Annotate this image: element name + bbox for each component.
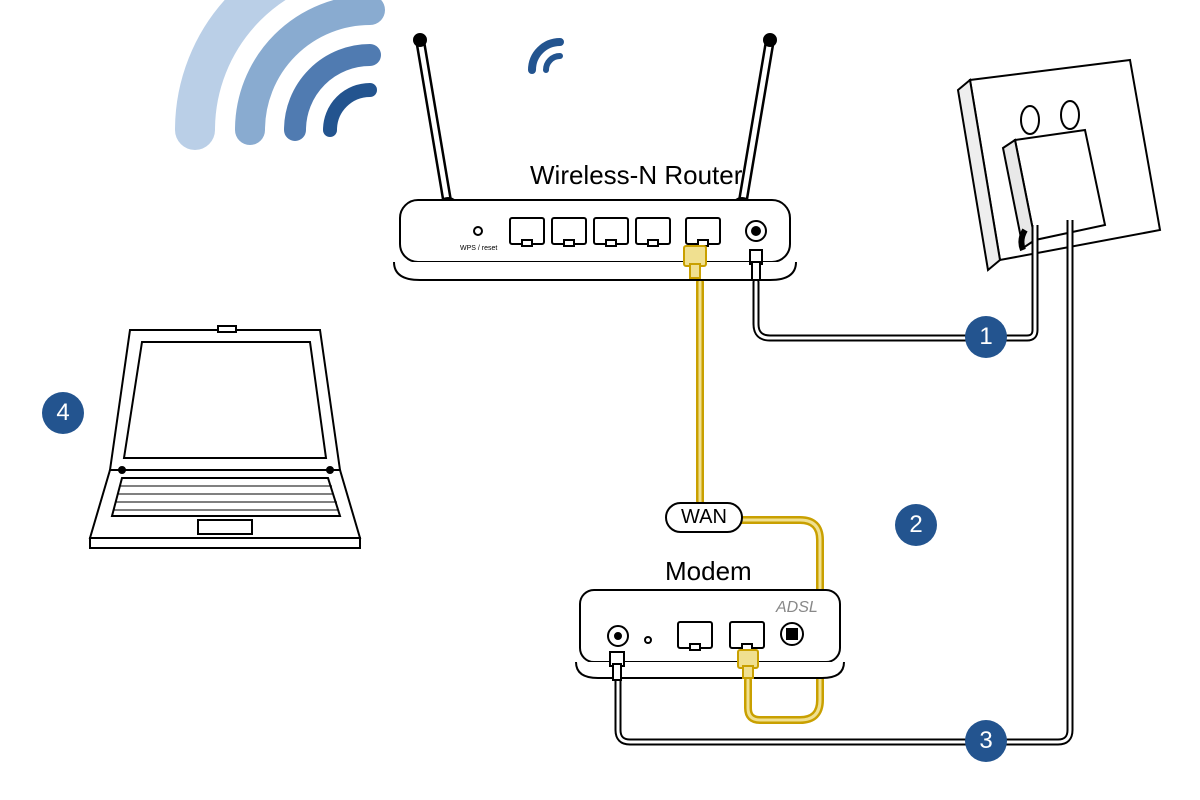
laptop-device	[90, 326, 360, 548]
step-badge-4: 4	[42, 392, 84, 434]
step-badge-2: 2	[895, 504, 937, 546]
step-badge-1: 1	[965, 316, 1007, 358]
step-badge-3: 3	[965, 720, 1007, 762]
router-device: WPS / reset	[394, 34, 796, 280]
router-label: Wireless-N Router	[530, 160, 742, 191]
wifi-signal-icon	[195, 0, 560, 130]
diagram-canvas: WPS / reset	[0, 0, 1200, 800]
svg-text:WPS / reset: WPS / reset	[460, 245, 497, 252]
wan-badge: WAN	[665, 502, 743, 533]
modem-type-label: ADSL	[775, 599, 818, 616]
modem-label: Modem	[665, 556, 752, 587]
diagram-svg: WPS / reset	[0, 0, 1200, 800]
wall-outlet	[958, 60, 1160, 270]
modem-device: ADSL	[576, 590, 844, 680]
